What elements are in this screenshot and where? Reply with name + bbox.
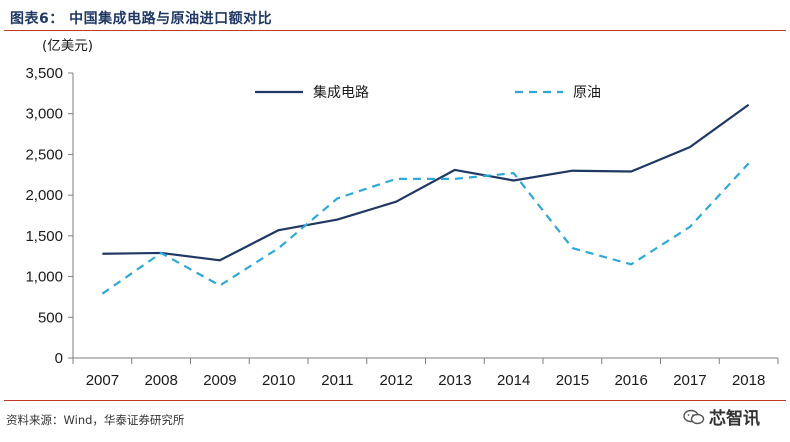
x-tick-label: 2009: [203, 372, 236, 389]
wechat-logo-icon: [683, 409, 705, 424]
y-tick-label: 3,500: [25, 65, 63, 82]
y-tick-label: 2,000: [25, 187, 63, 204]
x-tick-label: 2007: [86, 372, 119, 389]
legend: 集成电路 原油: [255, 84, 601, 101]
y-axis-unit-label: (亿美元): [42, 38, 93, 54]
y-tick-label: 3,000: [25, 106, 63, 123]
x-tick-label: 2008: [144, 372, 177, 389]
series-lines: [101, 103, 750, 295]
y-tick-label: 2,500: [25, 146, 63, 163]
y-tick-label: 500: [38, 309, 63, 326]
legend-label-2: 原油: [573, 85, 601, 101]
x-tick-label: 2016: [614, 372, 647, 389]
y-tick-label: 0: [55, 350, 63, 367]
y-tick-label: 1,500: [25, 228, 63, 245]
footer-divider: [4, 400, 786, 401]
x-tick-label: 2017: [673, 372, 706, 389]
x-tick-label: 2012: [379, 372, 412, 389]
x-tick-label: 2018: [732, 372, 765, 389]
series-line-2: [101, 162, 750, 295]
source-note: 资料来源：Wind，华泰证券研究所: [6, 413, 185, 427]
x-tick-label: 2014: [497, 372, 530, 389]
legend-label-1: 集成电路: [313, 84, 369, 101]
series-line-1: [102, 103, 750, 262]
y-tick-label: 1,000: [25, 269, 63, 286]
watermark-text: 芯智讯: [709, 409, 760, 429]
x-tick-label: 2015: [556, 372, 589, 389]
x-tick-label: 2010: [262, 372, 295, 389]
x-tick-label: 2011: [321, 372, 353, 389]
title-bar: 图表6： 中国集成电路与原油进口额对比: [4, 4, 786, 31]
x-axis: 2007 2008 2009 2010 2011 2012 2013 2014 2015 2016…: [72, 357, 779, 389]
x-tick-label: 2013: [438, 372, 471, 389]
y-axis: 0 500 1,000 1,500 2,000 2,500 3,000 3,500: [25, 65, 74, 367]
watermark: 芯智讯: [683, 404, 760, 429]
chart-title: 图表6： 中国集成电路与原油进口额对比: [10, 11, 273, 27]
